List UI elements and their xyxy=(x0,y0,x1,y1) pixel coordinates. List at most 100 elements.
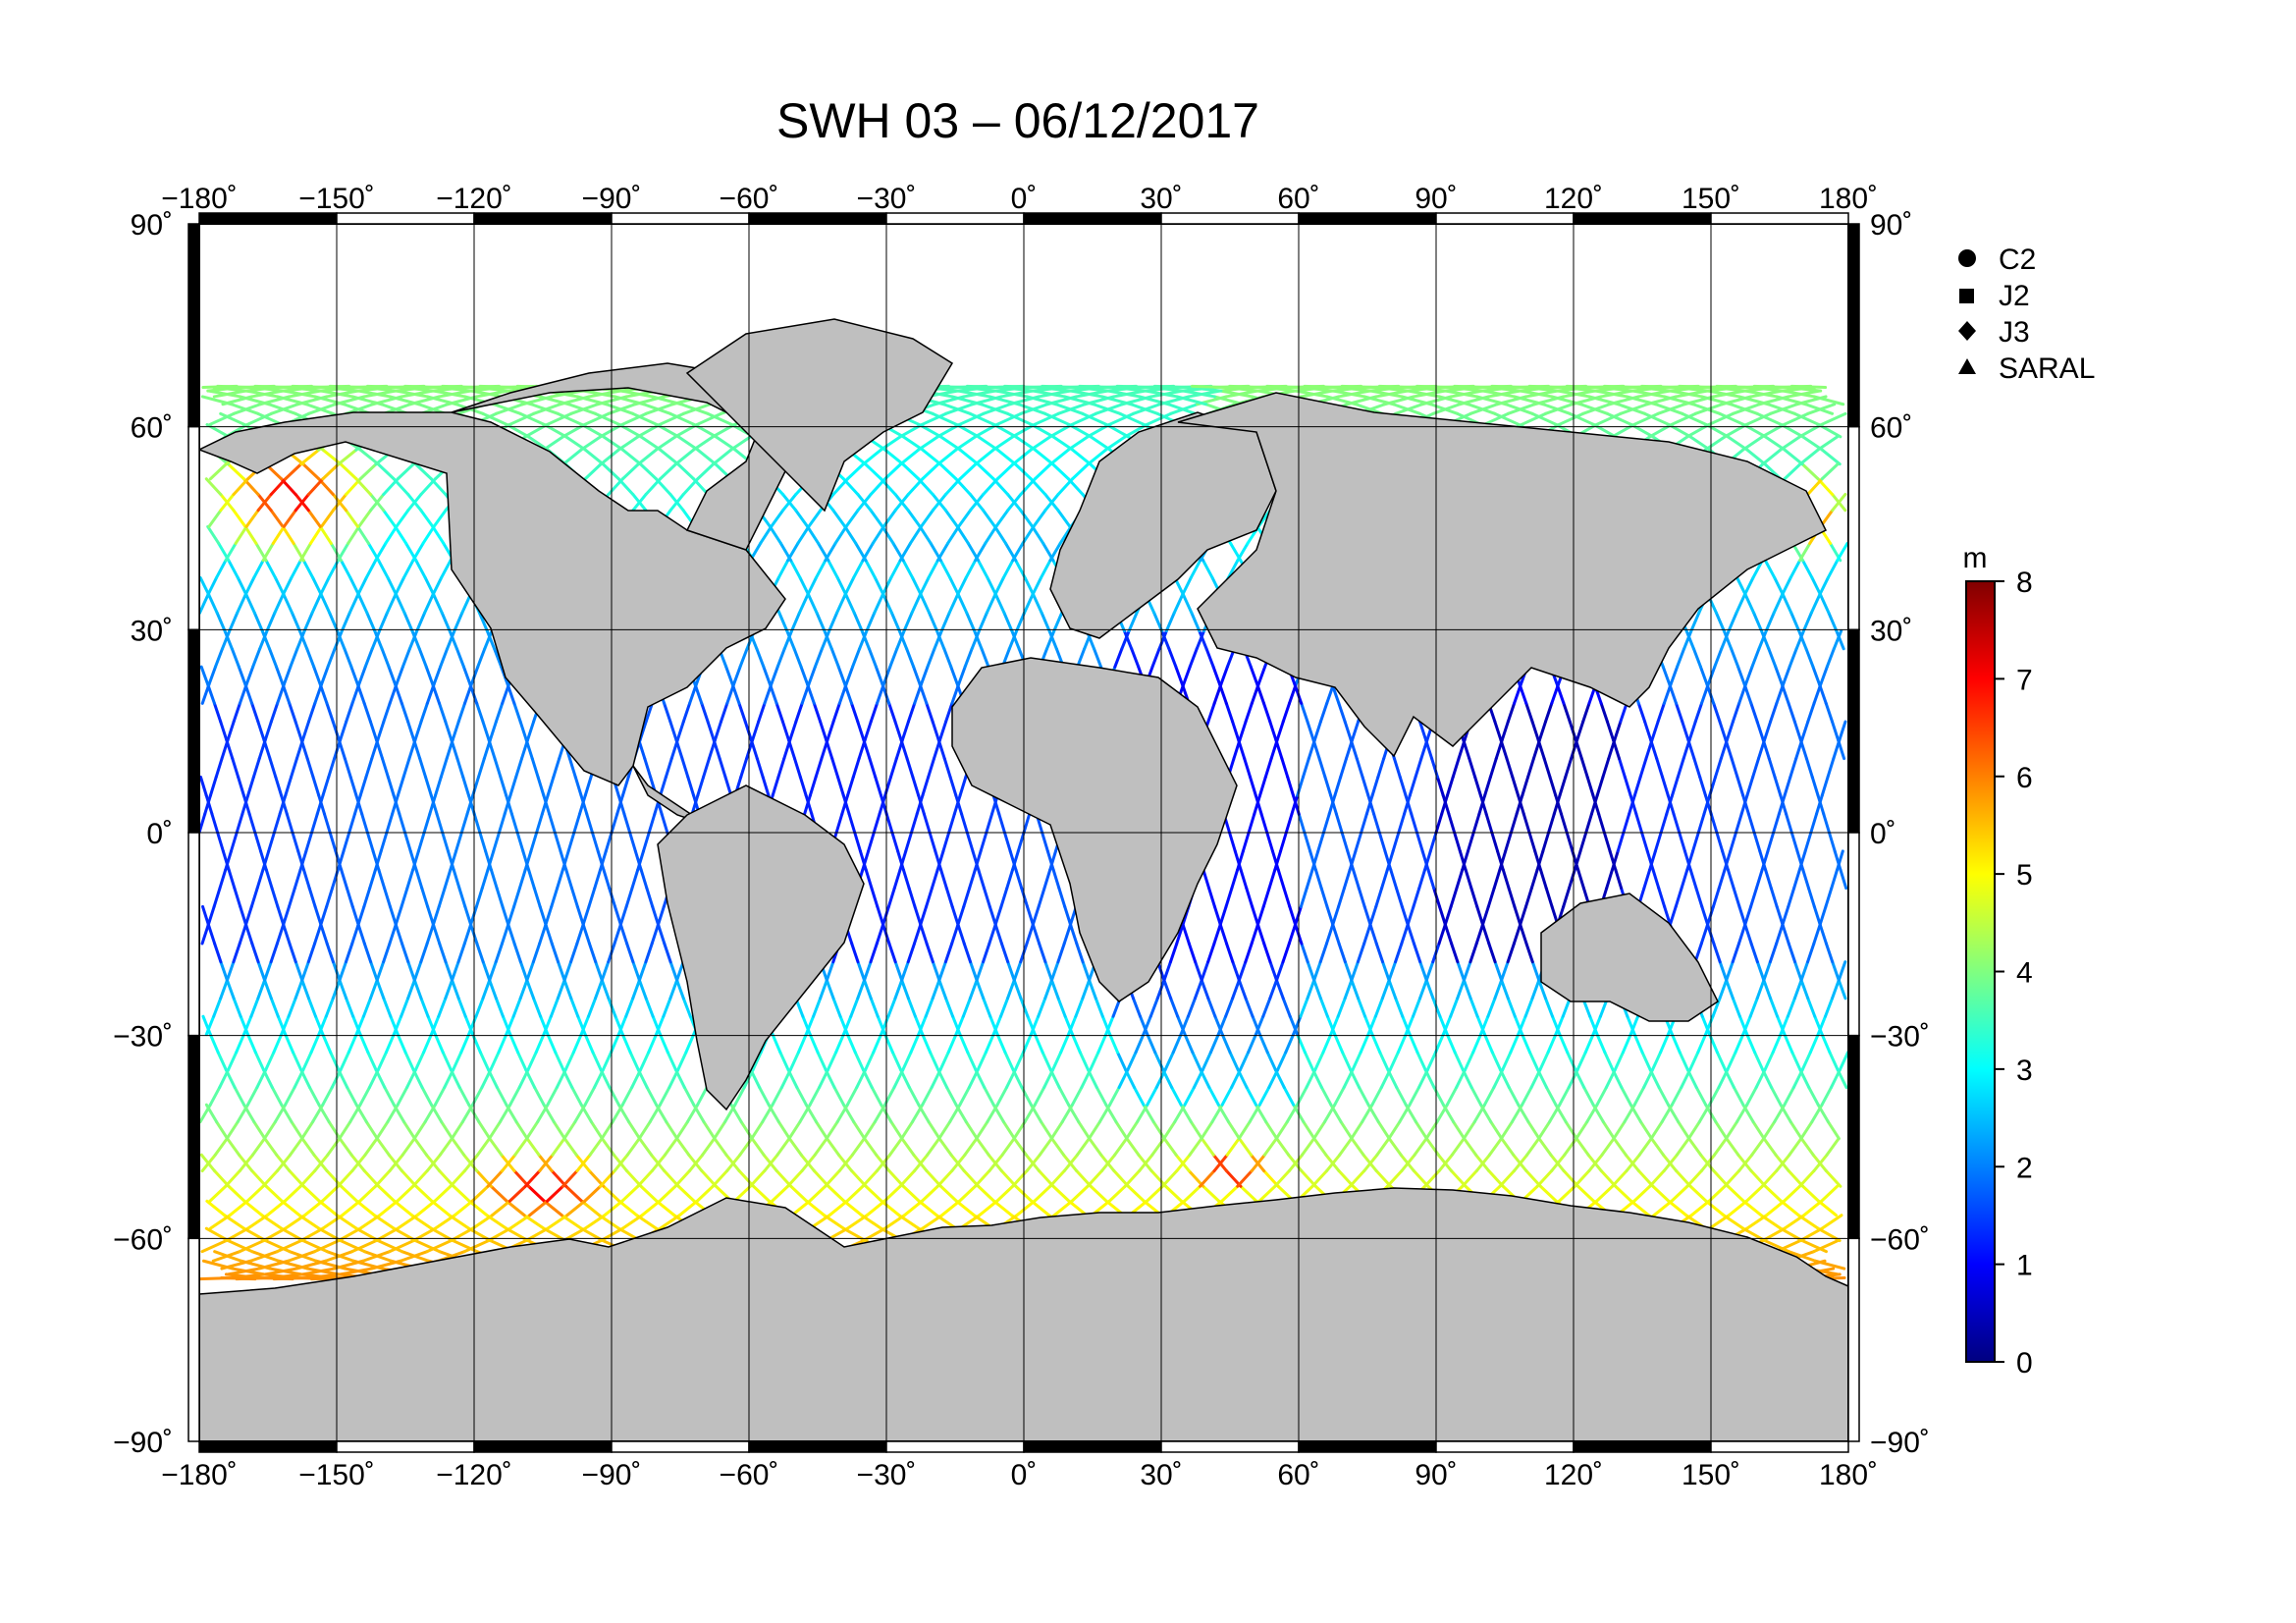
track-segment xyxy=(1273,1169,1291,1188)
track-segment xyxy=(385,593,398,615)
track-segment xyxy=(939,611,951,632)
track-segment xyxy=(1449,887,1459,908)
track-segment xyxy=(223,628,234,651)
track-segment xyxy=(1318,701,1329,724)
track-segment xyxy=(1218,683,1228,705)
track-segment xyxy=(1584,812,1593,835)
track-segment xyxy=(1107,411,1136,426)
track-segment xyxy=(913,923,923,946)
track-segment xyxy=(1566,1051,1577,1072)
track-segment xyxy=(1670,1033,1682,1055)
track-segment xyxy=(538,395,571,406)
track-segment xyxy=(1474,1153,1491,1173)
track-segment xyxy=(1434,1033,1445,1055)
track-segment xyxy=(912,665,922,687)
track-segment xyxy=(435,812,445,835)
track-segment xyxy=(918,683,929,705)
track-segment xyxy=(355,524,370,545)
track-segment xyxy=(655,1199,676,1217)
track-segment xyxy=(1366,793,1376,816)
track-segment xyxy=(419,701,429,724)
track-segment xyxy=(297,1214,321,1230)
track-segment xyxy=(443,1068,455,1090)
track-segment xyxy=(1342,1068,1355,1090)
track-segment xyxy=(1500,720,1510,742)
track-segment xyxy=(1201,1051,1212,1072)
track-segment xyxy=(1312,1137,1328,1157)
track-segment xyxy=(1741,1103,1755,1124)
track-segment xyxy=(778,1051,790,1072)
track-segment xyxy=(1230,1068,1242,1090)
track-segment xyxy=(1062,1153,1079,1173)
track-segment xyxy=(893,720,903,742)
track-segment xyxy=(1063,904,1073,927)
track-segment xyxy=(1789,1120,1803,1141)
track-segment xyxy=(1423,849,1432,872)
track-segment xyxy=(1230,868,1240,891)
track-segment xyxy=(1836,541,1848,563)
track-segment xyxy=(345,887,354,908)
track-segment xyxy=(854,541,868,563)
track-segment xyxy=(485,628,497,651)
track-segment xyxy=(1022,812,1032,835)
track-segment xyxy=(1241,831,1251,853)
track-segment xyxy=(282,665,293,687)
track-segment xyxy=(295,628,306,651)
track-segment xyxy=(205,1199,227,1217)
track-segment xyxy=(977,868,987,891)
track-segment xyxy=(1356,942,1366,964)
track-segment xyxy=(1656,701,1666,724)
track-segment xyxy=(862,978,873,1001)
track-segment xyxy=(493,757,503,779)
track-segment xyxy=(921,1033,933,1055)
track-segment xyxy=(1520,411,1548,426)
track-segment xyxy=(1284,812,1294,835)
track-segment xyxy=(219,978,229,1001)
track-segment xyxy=(787,738,797,761)
track-segment xyxy=(638,1051,651,1072)
track-segment xyxy=(1023,575,1036,597)
track-segment xyxy=(362,701,372,724)
track-segment xyxy=(1682,628,1693,651)
track-segment xyxy=(1468,757,1477,779)
track-segment xyxy=(1047,628,1058,651)
track-segment xyxy=(1782,593,1793,615)
track-segment xyxy=(928,611,938,632)
track-segment xyxy=(1380,978,1391,1001)
track-segment xyxy=(1661,665,1672,687)
track-segment xyxy=(758,1086,771,1107)
track-segment xyxy=(1745,1033,1757,1055)
track-segment xyxy=(958,1033,970,1055)
track-segment xyxy=(1836,1068,1848,1090)
track-segment xyxy=(1806,997,1817,1018)
track-segment xyxy=(1071,448,1093,466)
track-segment xyxy=(481,411,508,426)
track-segment xyxy=(471,1214,494,1230)
track-segment xyxy=(1816,1103,1830,1124)
track-segment xyxy=(1189,1120,1203,1141)
track-segment xyxy=(1709,812,1719,835)
track-segment xyxy=(668,411,696,426)
track-segment xyxy=(1500,960,1510,982)
track-segment xyxy=(1817,1199,1839,1217)
track-segment xyxy=(301,462,321,481)
track-segment xyxy=(1656,403,1686,415)
track-segment xyxy=(553,831,562,853)
track-segment xyxy=(714,435,737,452)
track-segment xyxy=(1696,812,1706,835)
track-segment xyxy=(631,960,641,982)
track-segment xyxy=(813,647,824,669)
track-segment xyxy=(1190,384,1228,390)
track-segment xyxy=(1601,1120,1616,1141)
track-segment xyxy=(1001,559,1015,579)
track-segment xyxy=(275,923,286,946)
track-segment xyxy=(775,647,786,669)
track-segment xyxy=(400,887,409,908)
track-segment xyxy=(813,1137,828,1157)
track-segment xyxy=(1013,462,1033,481)
track-segment xyxy=(1318,997,1329,1018)
track-segment xyxy=(1341,1051,1353,1072)
track-segment xyxy=(1603,1051,1615,1072)
track-segment xyxy=(212,701,223,724)
track-segment xyxy=(639,1184,659,1203)
